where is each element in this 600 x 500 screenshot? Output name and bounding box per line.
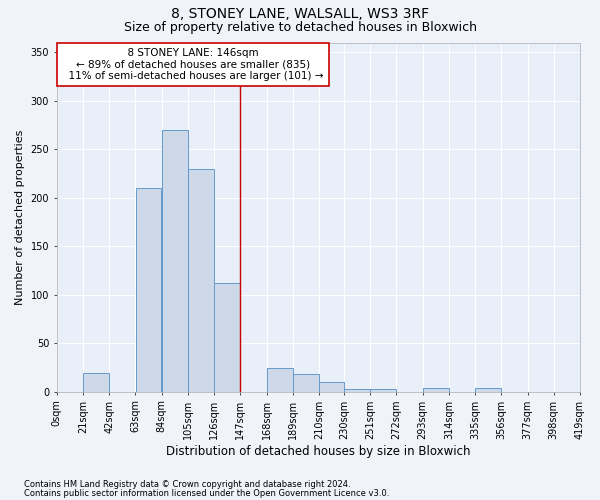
Y-axis label: Number of detached properties: Number of detached properties <box>15 130 25 305</box>
Bar <box>188 168 214 392</box>
Text: Size of property relative to detached houses in Bloxwich: Size of property relative to detached ho… <box>124 21 476 34</box>
Bar <box>162 130 188 392</box>
Bar <box>136 188 161 392</box>
Text: Contains public sector information licensed under the Open Government Licence v3: Contains public sector information licen… <box>24 488 389 498</box>
Bar <box>214 283 240 392</box>
Bar <box>475 388 501 392</box>
Bar <box>293 374 319 392</box>
Text: 8, STONEY LANE, WALSALL, WS3 3RF: 8, STONEY LANE, WALSALL, WS3 3RF <box>171 8 429 22</box>
Bar <box>267 368 293 392</box>
X-axis label: Distribution of detached houses by size in Bloxwich: Distribution of detached houses by size … <box>166 444 470 458</box>
Bar <box>370 389 396 392</box>
Text: 8 STONEY LANE: 146sqm  
← 89% of detached houses are smaller (835)
  11% of semi: 8 STONEY LANE: 146sqm ← 89% of detached … <box>62 48 323 81</box>
Bar <box>423 388 449 392</box>
Text: Contains HM Land Registry data © Crown copyright and database right 2024.: Contains HM Land Registry data © Crown c… <box>24 480 350 489</box>
Bar <box>319 382 344 392</box>
Bar <box>83 374 109 392</box>
Bar <box>344 389 370 392</box>
